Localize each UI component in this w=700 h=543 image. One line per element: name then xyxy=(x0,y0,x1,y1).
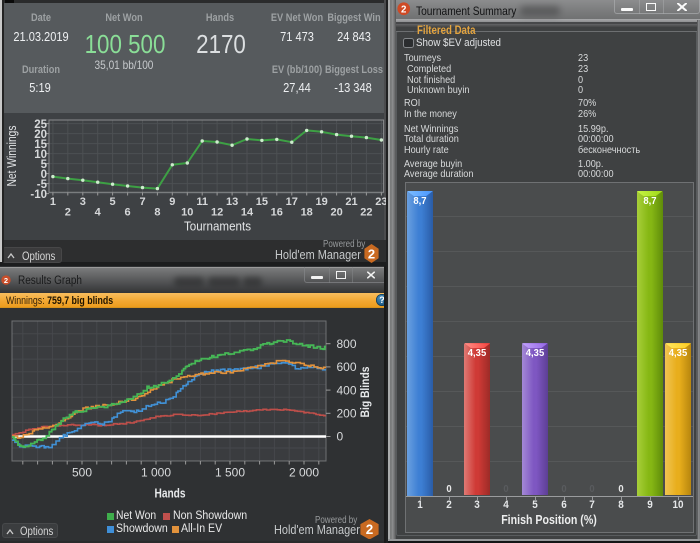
svg-text:6: 6 xyxy=(125,207,131,219)
svg-text:12: 12 xyxy=(211,207,223,219)
svg-text:20: 20 xyxy=(34,129,47,141)
svg-text:3: 3 xyxy=(80,196,86,208)
svg-text:10: 10 xyxy=(181,207,193,219)
svg-text:1 000: 1 000 xyxy=(141,466,171,480)
svg-text:Net Winnings: Net Winnings xyxy=(5,126,19,187)
svg-text:15: 15 xyxy=(256,196,268,208)
svg-text:9: 9 xyxy=(169,196,175,208)
svg-text:13: 13 xyxy=(226,196,238,208)
svg-text:15: 15 xyxy=(34,139,47,151)
svg-text:20: 20 xyxy=(330,207,342,219)
svg-text:7: 7 xyxy=(139,196,145,208)
svg-text:18: 18 xyxy=(301,207,313,219)
svg-text:Big Blinds: Big Blinds xyxy=(358,366,372,417)
svg-text:Hands: Hands xyxy=(155,487,186,501)
svg-text:2: 2 xyxy=(366,522,374,537)
svg-text:200: 200 xyxy=(337,407,357,421)
svg-text:400: 400 xyxy=(337,383,357,397)
svg-text:2: 2 xyxy=(368,247,375,262)
svg-text:4: 4 xyxy=(95,207,102,219)
svg-text:10: 10 xyxy=(34,149,47,161)
svg-text:-5: -5 xyxy=(37,179,48,191)
svg-text:23: 23 xyxy=(375,196,387,208)
svg-text:?: ? xyxy=(379,295,385,305)
svg-text:600: 600 xyxy=(337,360,357,374)
svg-text:1: 1 xyxy=(50,196,56,208)
svg-text:11: 11 xyxy=(196,196,208,208)
svg-text:0: 0 xyxy=(337,430,344,444)
svg-text:500: 500 xyxy=(72,466,92,480)
svg-text:2: 2 xyxy=(65,207,71,219)
svg-text:8: 8 xyxy=(154,207,160,219)
svg-text:-10: -10 xyxy=(30,189,47,201)
svg-text:5: 5 xyxy=(110,196,116,208)
svg-text:22: 22 xyxy=(360,207,372,219)
svg-text:5: 5 xyxy=(41,159,48,171)
svg-text:Tournaments: Tournaments xyxy=(184,219,251,233)
svg-text:21: 21 xyxy=(345,196,357,208)
svg-text:2: 2 xyxy=(401,5,406,16)
svg-text:2: 2 xyxy=(4,275,8,284)
svg-text:14: 14 xyxy=(241,207,254,219)
svg-text:800: 800 xyxy=(337,337,357,351)
svg-text:19: 19 xyxy=(315,196,327,208)
svg-text:2 000: 2 000 xyxy=(289,466,319,480)
svg-text:16: 16 xyxy=(271,207,283,219)
svg-text:17: 17 xyxy=(286,196,298,208)
svg-text:1 500: 1 500 xyxy=(215,466,245,480)
svg-text:25: 25 xyxy=(34,119,47,131)
svg-text:0: 0 xyxy=(41,169,47,181)
